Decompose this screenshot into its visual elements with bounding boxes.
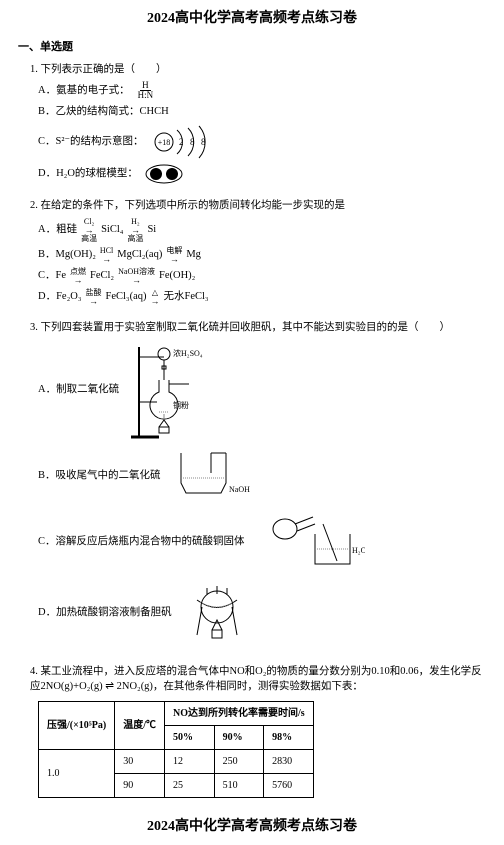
q3c-label: C．溶解反应后烧瓶内混合物中的硫酸铜固体 — [38, 509, 245, 550]
q3-option-a: A．制取二氧化硫 浓H₂SO₄ 铜粉 — [38, 342, 486, 442]
q2d-arrow2: △ → — [151, 289, 160, 306]
q3d-label: D．加热硫酸铜溶液制备胆矾 — [38, 585, 172, 621]
q2c-arrow1: 点燃 → — [70, 268, 86, 285]
q2a-arrow2: H₂ → 高温 — [127, 218, 143, 243]
page-title: 2024高中化学高考高频考点练习卷 — [18, 8, 486, 29]
q2b-mid: MgCl₂(aq) — [117, 247, 162, 263]
q2c-end: Fe(OH)₂ — [159, 268, 195, 284]
q2-option-d: D．Fe₂O₃ 盐酸 → FeCl₃(aq) △ → 无水FeCl₃ — [38, 289, 486, 306]
q2c-mid: FeCl₂ — [90, 268, 114, 284]
q3a-label: A．制取二氧化硫 — [38, 342, 119, 398]
ball-stick-icon — [144, 164, 184, 184]
q3c-h2o: H₂O — [352, 546, 365, 555]
th-temp: 温度/℃ — [115, 702, 165, 750]
q1-stem: 1. 下列表示正确的是（ ） — [30, 62, 486, 78]
section-heading: 一、单选题 — [18, 39, 486, 56]
q1c-text: C．S²⁻的结构示意图： — [38, 134, 144, 150]
apparatus-b-icon: NaOH — [171, 448, 251, 503]
cell-50: 12 — [165, 750, 215, 774]
shell-1: 2 — [179, 137, 184, 147]
q2b-arrow2: 电解 → — [166, 247, 182, 264]
th-90: 90% — [214, 726, 264, 750]
shell-2: 8 — [190, 137, 195, 147]
q2a-a1-bot: 高温 — [81, 235, 97, 243]
apparatus-a-icon: 浓H₂SO₄ 铜粉 — [129, 342, 219, 442]
cell-p: 1.0 — [39, 750, 115, 798]
q1-option-c: C．S²⁻的结构示意图： +18 2 8 8 — [38, 124, 486, 160]
q1-option-b: B．乙炔的结构简式：CHCH — [38, 104, 486, 120]
q2d-mid: FeCl₃(aq) — [106, 289, 147, 305]
cell-t: 90 — [115, 774, 165, 798]
q2c-pre: C．Fe — [38, 268, 66, 284]
q2-option-c: C．Fe 点燃 → FeCl₂ NaOH溶液 → Fe(OH)₂ — [38, 268, 486, 285]
q1-option-d: D．H₂O的球棍模型： — [38, 164, 486, 184]
q3b-naoh: NaOH — [229, 485, 250, 494]
q3-option-b: B．吸收尾气中的二氧化硫 NaOH — [38, 448, 486, 503]
q4-stem: 4. 某工业流程中，进入反应塔的混合气体中NO和O₂的物质的量分数分别为0.10… — [30, 664, 486, 696]
q2c-arrow2: NaOH溶液 → — [118, 268, 155, 285]
q4-table: 压强/(×10⁵Pa) 温度/℃ NO达到所列转化率需要时间/s 50% 90%… — [38, 701, 314, 798]
th-98: 98% — [264, 726, 314, 750]
q1-option-a: A．氨基的电子式： H H:N — [38, 81, 486, 100]
q2b-pre: B．Mg(OH)₂ — [38, 247, 96, 263]
th-50: 50% — [165, 726, 215, 750]
cell-t: 30 — [115, 750, 165, 774]
atom-center: +18 — [157, 138, 170, 147]
q2-option-a: A．粗硅 Cl₂ → 高温 SiCl₄ H₂ → 高温 Si — [38, 218, 486, 243]
q1a-text: A．氨基的电子式： — [38, 83, 130, 99]
page-footer: 2024高中化学高考高频考点练习卷 — [18, 816, 486, 837]
q3-option-d: D．加热硫酸铜溶液制备胆矾 — [38, 585, 486, 650]
atom-structure-icon: +18 2 8 8 — [150, 124, 220, 160]
q2d-end: 无水FeCl₃ — [164, 289, 209, 305]
q2a-arrow1: Cl₂ → 高温 — [81, 218, 97, 243]
shell-3: 8 — [201, 137, 206, 147]
q2d-arrow1: 盐酸 → — [86, 289, 102, 306]
cell-50: 25 — [165, 774, 215, 798]
q3a-h2so4: 浓H₂SO₄ — [173, 349, 203, 358]
q2-option-b: B．Mg(OH)₂ HCl → MgCl₂(aq) 电解 → Mg — [38, 247, 486, 264]
q2-stem: 2. 在给定的条件下，下列选项中所示的物质间转化均能一步实现的是 — [30, 198, 486, 214]
q2b-arrow1: HCl → — [100, 247, 113, 264]
apparatus-d-icon — [182, 585, 252, 650]
table-header-row-1: 压强/(×10⁵Pa) 温度/℃ NO达到所列转化率需要时间/s — [39, 702, 314, 726]
q2a-a2-bot: 高温 — [127, 235, 143, 243]
q2a-pre: A．粗硅 — [38, 222, 77, 238]
q2a-end: Si — [147, 222, 156, 238]
cell-98: 2830 — [264, 750, 314, 774]
q2b-end: Mg — [186, 247, 201, 263]
th-pressure: 压强/(×10⁵Pa) — [39, 702, 115, 750]
q1d-text: D．H₂O的球棍模型： — [38, 166, 138, 182]
q3-stem: 3. 下列四套装置用于实验室制取二氧化硫并回收胆矾，其中不能达到实验目的的是（ … — [30, 320, 486, 336]
q3b-label: B．吸收尾气中的二氧化硫 — [38, 448, 161, 484]
th-time: NO达到所列转化率需要时间/s — [165, 702, 314, 726]
cell-90: 250 — [214, 750, 264, 774]
q3a-cu: 铜粉 — [173, 400, 189, 410]
q3-option-c: C．溶解反应后烧瓶内混合物中的硫酸铜固体 H₂O — [38, 509, 486, 579]
cell-90: 510 — [214, 774, 264, 798]
q2d-pre: D．Fe₂O₃ — [38, 289, 82, 305]
table-row: 1.0 30 12 250 2830 — [39, 750, 314, 774]
apparatus-c-icon: H₂O — [255, 509, 365, 579]
q2a-mid: SiCl₄ — [101, 222, 123, 238]
q1a-frac: H H:N — [136, 81, 156, 100]
q1a-frac-den: H:N — [136, 91, 156, 100]
cell-98: 5760 — [264, 774, 314, 798]
